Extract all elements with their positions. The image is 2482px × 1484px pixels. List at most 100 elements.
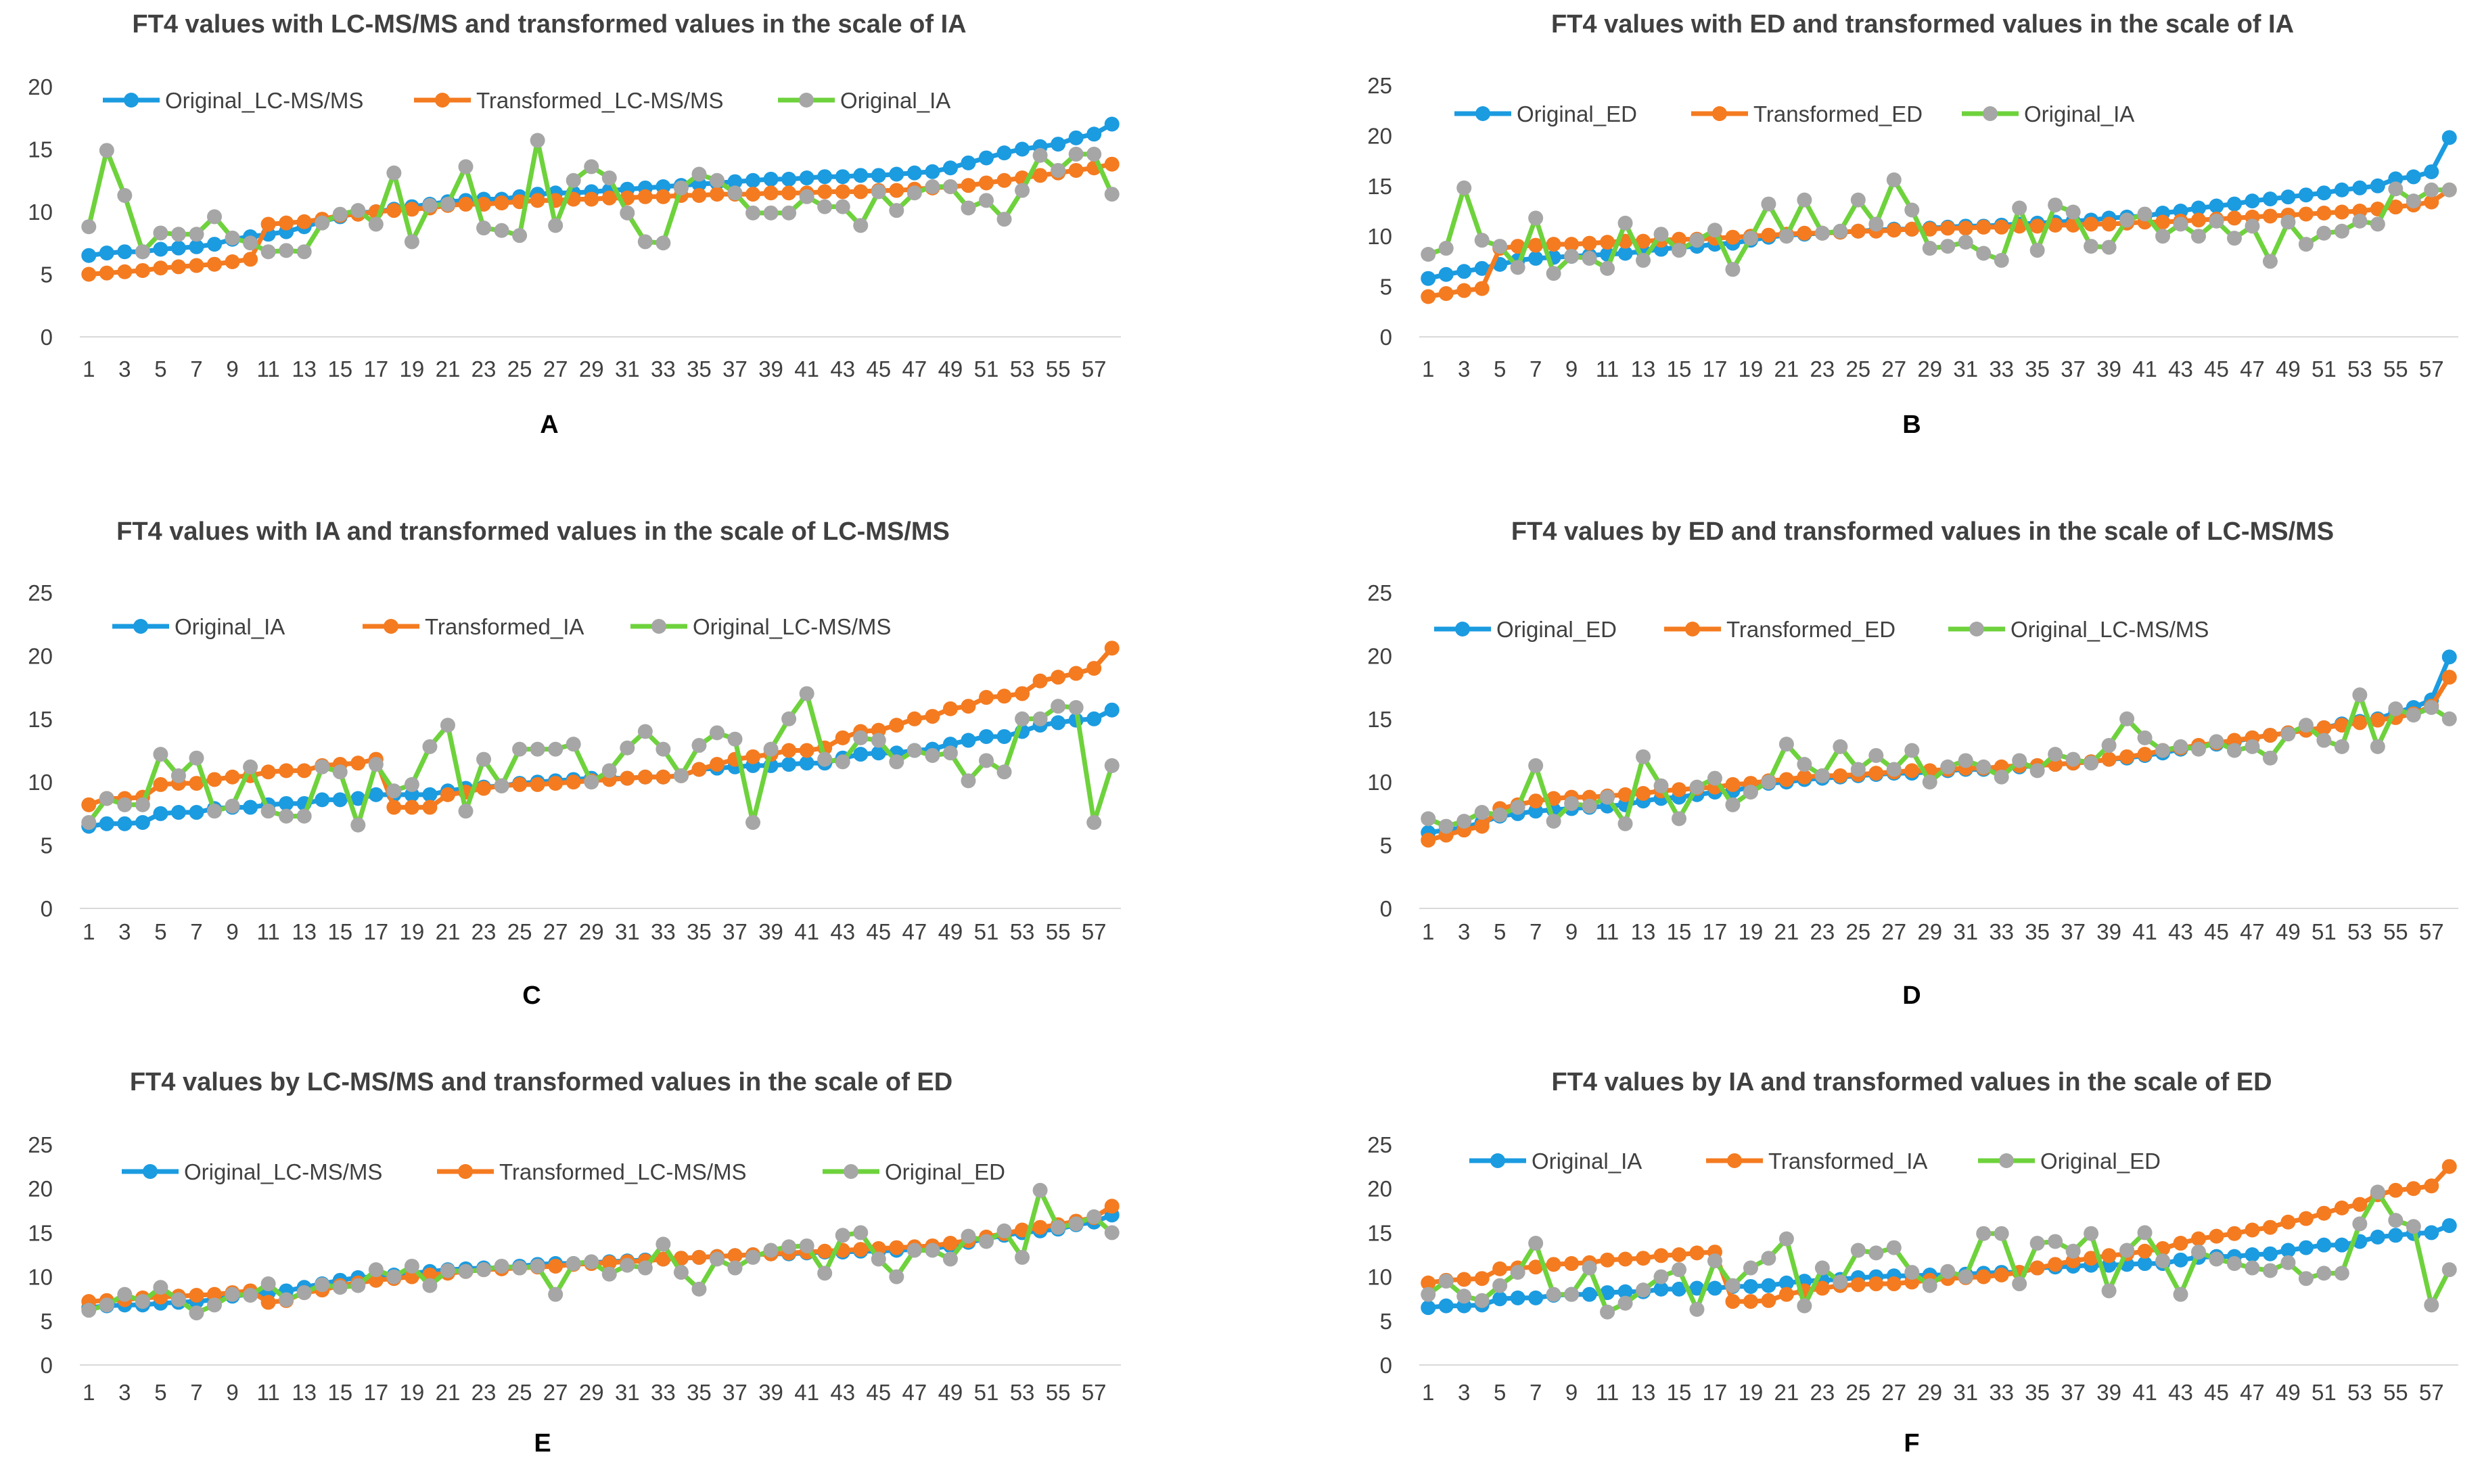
data-point [135,1294,150,1309]
data-point [871,745,886,761]
y-tick-label: 15 [1367,707,1392,732]
data-point [1474,805,1490,820]
x-tick-label: 47 [2240,919,2265,944]
data-point [494,195,509,211]
data-point [2298,187,2314,203]
x-tick-label: 49 [2276,919,2301,944]
data-point [2119,749,2135,764]
data-point [1940,239,1956,254]
x-tick-label: 15 [1667,919,1692,944]
data-point [1456,814,1472,829]
data-point [853,1225,869,1240]
data-point [925,179,940,194]
data-point [2441,1218,2457,1233]
data-point [763,205,779,221]
x-tick-label: 45 [2204,919,2229,944]
data-point [1868,747,1884,763]
data-point [368,1272,384,1288]
data-point [2048,198,2063,213]
data-point [1015,686,1030,701]
x-tick-label: 45 [2204,356,2229,381]
chart-title: FT4 values with ED and transformed value… [1551,10,2294,39]
legend-label: Transformed_LC-MS/MS [476,88,724,113]
data-point [2280,1243,2296,1258]
x-tick-label: 45 [866,1380,891,1405]
data-point [2119,711,2135,726]
data-point [2048,747,2063,762]
legend-marker [651,619,666,634]
data-point [709,757,725,772]
data-point [763,741,779,757]
x-tick-label: 47 [902,1380,927,1405]
legend-label: Original_IA [1532,1149,1642,1174]
data-point [530,193,545,208]
data-point [1600,1252,1615,1268]
chart-title: FT4 values by ED and transformed values … [1511,517,2334,546]
data-point [996,145,1012,161]
data-point [1958,221,1973,236]
data-point [1761,774,1776,790]
data-point [2370,1229,2385,1245]
y-tick-label: 5 [1380,275,1392,300]
data-point [2012,1276,2027,1292]
data-point [225,1286,240,1302]
data-point [2316,225,2332,241]
data-point [2065,751,2081,767]
data-point [1068,666,1084,681]
data-point [1051,699,1066,714]
data-point [1994,252,2009,268]
x-tick-label: 27 [543,1380,568,1405]
legend-entry: Original_LC-MS/MS [122,1159,382,1184]
data-point [2406,193,2421,209]
data-point [153,1280,168,1295]
x-tick-label: 11 [1596,919,1619,944]
data-point [1086,711,1102,726]
x-tick-label: 3 [1458,919,1470,944]
legend-label: Transformed_ED [1726,617,1895,642]
data-point [2101,738,2117,753]
data-point [656,235,671,251]
data-point [1528,1259,1544,1275]
data-point [2155,214,2171,230]
data-point [2155,1253,2171,1269]
data-point [1689,1245,1705,1261]
x-tick-label: 7 [190,919,202,944]
data-point [1833,1274,1848,1290]
x-tick-label: 37 [2061,919,2086,944]
legend-marker [1685,622,1700,636]
y-tick-label: 20 [1367,643,1392,668]
data-point [978,150,994,166]
data-point [440,196,455,212]
data-point [1015,711,1030,726]
data-point [2226,1256,2242,1272]
data-point [1636,1282,1651,1298]
legend-marker [1727,1153,1742,1168]
series-line [89,1204,1113,1305]
x-tick-label: 23 [1810,1380,1835,1405]
data-point [2084,239,2099,254]
data-point [2048,1234,2063,1249]
data-point [1761,1278,1776,1293]
data-point [1546,814,1561,829]
data-point [727,1248,743,1263]
data-point [961,733,976,748]
data-point [189,805,204,820]
x-tick-label: 21 [436,356,461,381]
x-tick-label: 19 [400,356,425,381]
x-tick-label: 49 [938,356,963,381]
x-tick-label: 15 [327,356,352,381]
data-point [207,209,223,225]
data-point [2316,733,2332,748]
data-point [2388,181,2404,197]
data-point [243,799,258,815]
x-tick-label: 51 [2312,356,2337,381]
x-tick-label: 1 [1422,356,1434,381]
y-tick-label: 5 [1380,1309,1392,1334]
data-point [2388,701,2404,716]
series-original-ed [81,1182,1120,1321]
data-point [512,228,528,244]
data-point [135,262,150,278]
data-point [440,787,455,802]
x-tick-label: 11 [256,919,279,944]
x-tick-label: 9 [226,356,238,381]
